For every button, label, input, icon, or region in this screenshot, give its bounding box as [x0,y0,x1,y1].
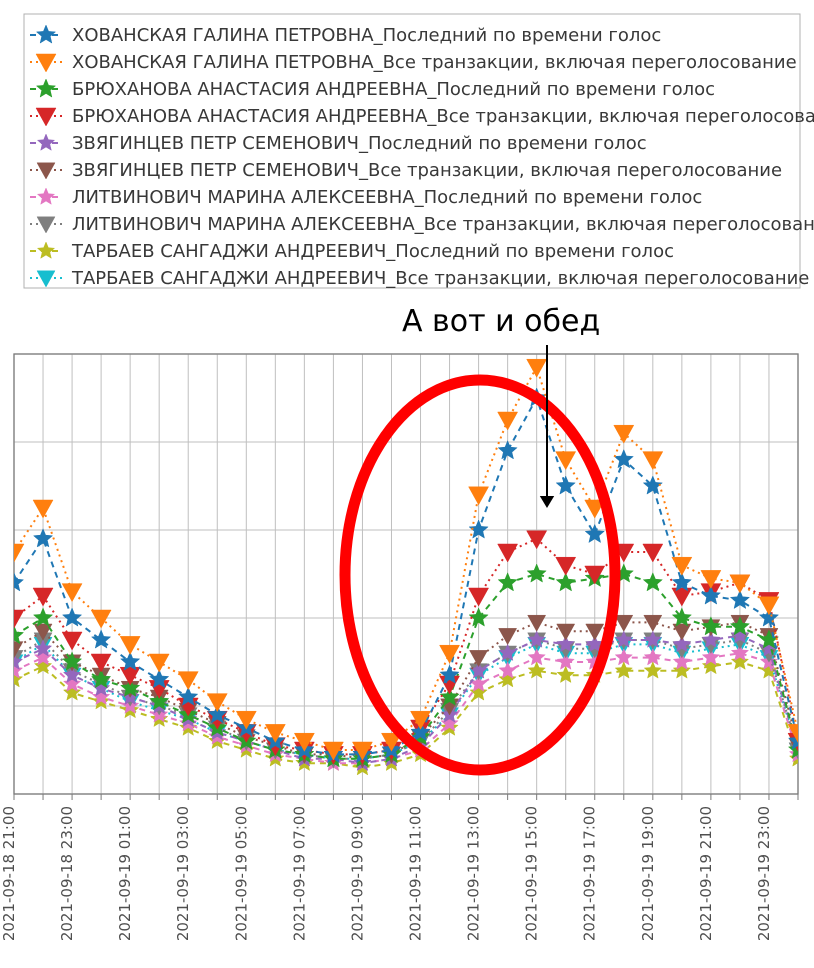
xtick-label: 2021-09-19 17:00 [581,806,599,941]
xtick-label: 2021-09-19 03:00 [174,806,192,941]
legend-label: ЗВЯГИНЦЕВ ПЕТР СЕМЕНОВИЧ_Последний по вр… [72,133,647,154]
xtick-label: 2021-09-19 07:00 [290,806,308,941]
legend-label: ЛИТВИНОВИЧ МАРИНА АЛЕКСЕЕВНА_Все транзак… [72,214,814,235]
xtick-label: 2021-09-19 13:00 [465,806,483,941]
xtick-label: 2021-09-19 19:00 [639,806,657,941]
line-chart: 2021-09-18 21:00 2021-09-18 23:00 2021-09-… [0,0,814,968]
xtick-label: 2021-09-19 15:00 [523,806,541,941]
xtick-label: 2021-09-18 21:00 [0,806,18,941]
xtick-label: 2021-09-19 21:00 [697,806,715,941]
legend-label: ЛИТВИНОВИЧ МАРИНА АЛЕКСЕЕВНА_Последний п… [72,187,702,208]
legend-label: БРЮХАНОВА АНАСТАСИЯ АНДРЕЕВНА_Последний … [72,79,715,100]
xtick-label: 2021-09-18 23:00 [58,806,76,941]
legend-label: ХОВАНСКАЯ ГАЛИНА ПЕТРОВНА_Последний по в… [72,25,661,46]
legend-label: ХОВАНСКАЯ ГАЛИНА ПЕТРОВНА_Все транзакции… [72,52,797,73]
xtick-label: 2021-09-19 11:00 [407,806,425,941]
legend-label: ТАРБАЕВ САНГАДЖИ АНДРЕЕВИЧ_Все транзакци… [71,268,809,289]
chart-container: 2021-09-18 21:00 2021-09-18 23:00 2021-09-… [0,0,814,968]
xtick-label: 2021-09-19 09:00 [348,806,366,941]
annotation-text: А вот и обед [402,304,600,339]
legend-label: ЗВЯГИНЦЕВ ПЕТР СЕМЕНОВИЧ_Все транзакции,… [72,160,782,181]
xtick-label: 2021-09-19 05:00 [232,806,250,941]
legend-label: БРЮХАНОВА АНАСТАСИЯ АНДРЕЕВНА_Все транза… [72,106,814,127]
xtick-label: 2021-09-19 23:00 [755,806,773,941]
xtick-label: 2021-09-19 01:00 [116,806,134,941]
legend-label: ТАРБАЕВ САНГАДЖИ АНДРЕЕВИЧ_Последний по … [71,241,674,262]
